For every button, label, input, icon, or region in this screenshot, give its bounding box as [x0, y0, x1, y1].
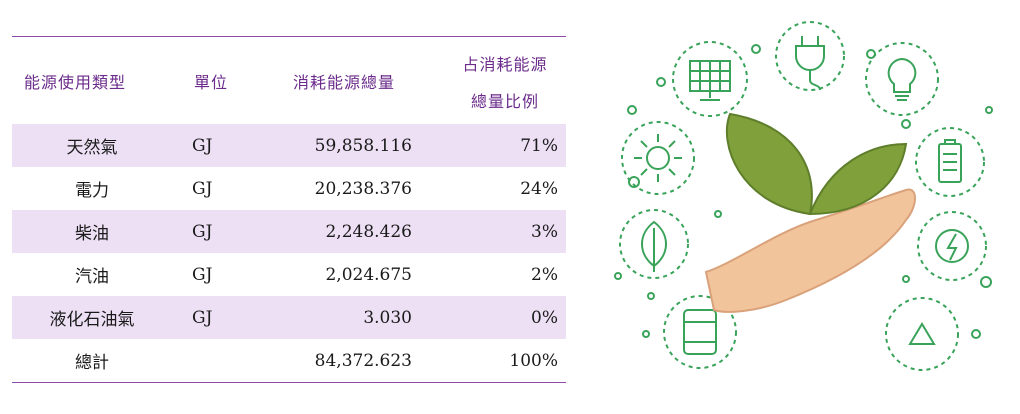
cell-amount: 2,024.675	[325, 264, 412, 285]
cell-amount: 20,238.376	[314, 178, 412, 199]
leaf-icon	[619, 209, 689, 279]
cell-type: 天然氣	[66, 138, 118, 158]
hand-with-leaves	[704, 112, 916, 313]
table-row: 液化石油氣 GJ 3.030 0%	[12, 296, 566, 339]
green-energy-illustration	[614, 21, 993, 371]
cell-type: 汽油	[75, 267, 109, 287]
table-row: 柴油 GJ 2,248.426 3%	[12, 210, 566, 253]
cell-type: 總計	[75, 353, 109, 373]
table-row: 電力 GJ 20,238.376 24%	[12, 167, 566, 210]
cell-share: 71%	[520, 135, 558, 156]
cell-type: 柴油	[75, 224, 109, 244]
lightning-icon	[917, 211, 987, 281]
cell-share: 24%	[520, 178, 558, 199]
cell-share: 3%	[531, 221, 558, 242]
cell-unit: GJ	[192, 178, 213, 199]
recycle-icon	[885, 297, 959, 371]
cell-share: 0%	[531, 307, 558, 328]
cell-unit	[192, 339, 252, 382]
header-share: 占消耗能源 總量比例	[442, 37, 568, 124]
lightbulb-icon	[865, 42, 939, 116]
solar-panel-icon	[672, 41, 748, 117]
cell-unit: GJ	[192, 264, 213, 285]
cell-unit: GJ	[192, 221, 213, 242]
table-total-row: 總計 84,372.623 100%	[12, 339, 566, 382]
cell-share: 100%	[509, 350, 558, 371]
oil-barrel-icon	[663, 295, 737, 369]
table-bottom-rule	[12, 382, 566, 383]
table-header-row: 能源使用類型 單位 消耗能源總量 占消耗能源 總量比例	[12, 37, 566, 124]
cell-unit: GJ	[192, 307, 213, 328]
header-unit: 單位	[194, 72, 229, 92]
header-total-consumption: 消耗能源總量	[292, 72, 395, 92]
cell-unit: GJ	[192, 135, 213, 156]
header-energy-type: 能源使用類型	[24, 72, 127, 92]
battery-icon	[915, 127, 985, 197]
header-share-line1: 占消耗能源	[462, 55, 548, 74]
cell-amount: 84,372.623	[314, 350, 412, 371]
decor-dots	[614, 44, 993, 339]
table-row: 汽油 GJ 2,024.675 2%	[12, 253, 566, 296]
table-row: 天然氣 GJ 59,858.116 71%	[12, 124, 566, 167]
cell-type: 電力	[75, 181, 109, 201]
plug-icon	[775, 21, 845, 91]
energy-table: 能源使用類型 單位 消耗能源總量 占消耗能源 總量比例 天然氣 GJ 59,85…	[12, 36, 566, 383]
sun-icon	[621, 121, 695, 195]
cell-amount: 59,858.116	[314, 135, 412, 156]
cell-amount: 3.030	[363, 307, 412, 328]
table-top-rule	[12, 36, 566, 37]
cell-amount: 2,248.426	[325, 221, 412, 242]
header-share-line2: 總量比例	[470, 92, 539, 111]
cell-share: 2%	[531, 264, 558, 285]
cell-type: 液化石油氣	[49, 310, 135, 330]
